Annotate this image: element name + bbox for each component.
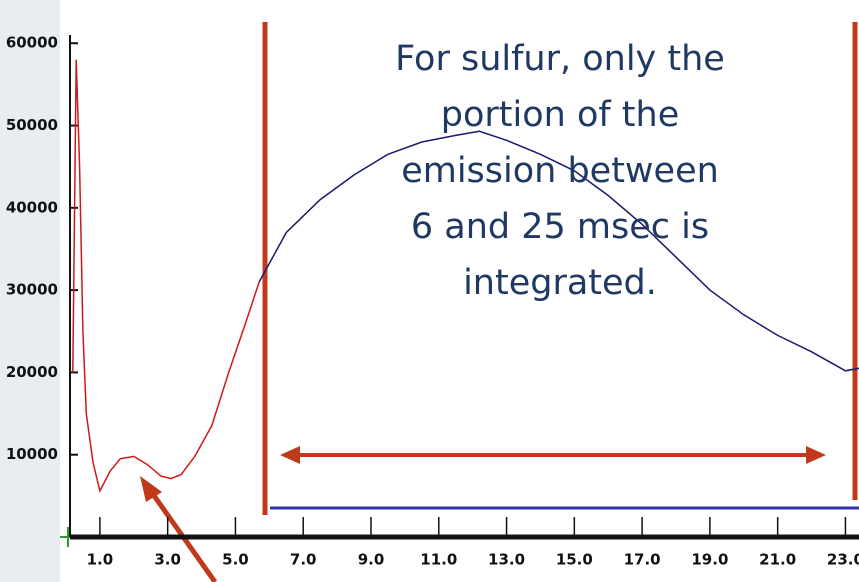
x-tick-label: 7.0 [290, 551, 317, 569]
x-tick-label: 1.0 [87, 551, 114, 569]
x-tick-label: 3.0 [154, 551, 181, 569]
y-tick-label: 50000 [6, 116, 58, 134]
x-tick-label: 5.0 [222, 551, 249, 569]
x-tick-label: 19.0 [691, 551, 728, 569]
window-arrow [280, 446, 826, 464]
y-tick-label: 40000 [6, 198, 58, 216]
y-tick-label: 10000 [6, 445, 58, 463]
x-tick-label: 9.0 [358, 551, 385, 569]
annotation-text: integrated. [463, 263, 657, 303]
annotation-text: 6 and 25 msec is [411, 207, 709, 247]
y-tick-label: 20000 [6, 363, 58, 381]
x-tick-label: 15.0 [556, 551, 593, 569]
annotation-text: For sulfur, only the [395, 39, 725, 79]
data-line [72, 59, 260, 494]
y-tick-label: 30000 [6, 281, 58, 299]
x-tick-label: 21.0 [759, 551, 796, 569]
annotation-text: portion of the [441, 95, 680, 135]
x-tick-label: 13.0 [488, 551, 525, 569]
x-tick-label: 23.0 [827, 551, 859, 569]
x-tick-label: 17.0 [624, 551, 661, 569]
y-tick-label: 60000 [6, 34, 58, 52]
x-tick-label: 11.0 [420, 551, 457, 569]
side-strip [0, 0, 60, 582]
annotation-text: emission between [401, 151, 719, 191]
data-line [258, 130, 859, 372]
